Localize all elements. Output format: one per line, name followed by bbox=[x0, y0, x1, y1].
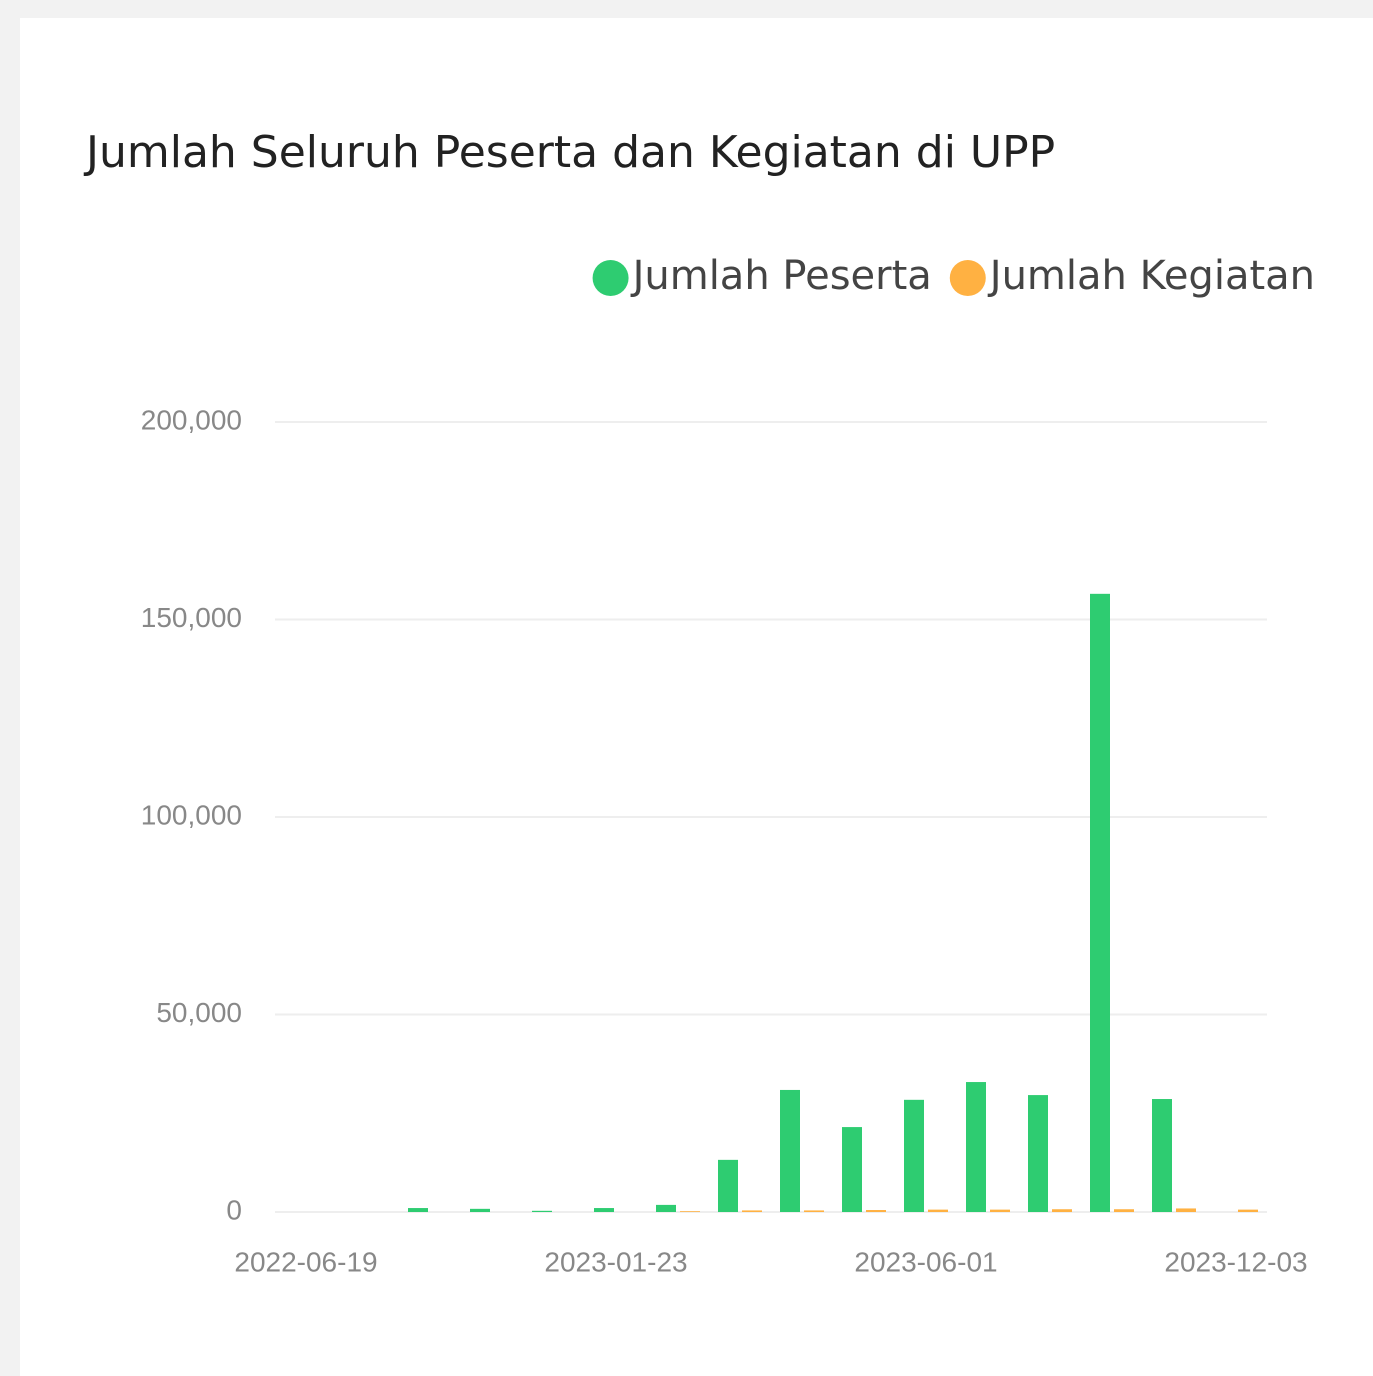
bar bbox=[966, 1082, 986, 1212]
bar bbox=[718, 1159, 738, 1212]
bar bbox=[866, 1210, 886, 1212]
bar bbox=[1176, 1208, 1196, 1212]
bar bbox=[842, 1127, 862, 1212]
bar bbox=[804, 1210, 824, 1212]
x-tick-label: 2023-01-23 bbox=[544, 1246, 687, 1277]
bar bbox=[532, 1210, 552, 1212]
y-tick-label: 100,000 bbox=[141, 799, 242, 830]
bar bbox=[656, 1204, 676, 1212]
y-tick-label: 50,000 bbox=[156, 997, 242, 1028]
y-tick-label: 200,000 bbox=[141, 404, 242, 435]
bar bbox=[1028, 1095, 1048, 1212]
bar bbox=[904, 1099, 924, 1212]
card bbox=[20, 18, 1373, 1376]
x-tick-label: 2023-12-03 bbox=[1164, 1246, 1307, 1277]
bar bbox=[1052, 1209, 1072, 1212]
x-tick-label: 2022-06-19 bbox=[234, 1246, 377, 1277]
bar bbox=[680, 1211, 700, 1212]
legend-marker bbox=[592, 260, 629, 296]
bar bbox=[594, 1208, 614, 1212]
y-tick-label: 0 bbox=[226, 1194, 242, 1225]
bar bbox=[1114, 1209, 1134, 1212]
y-tick-label: 150,000 bbox=[141, 602, 242, 633]
bar bbox=[1090, 593, 1110, 1212]
x-tick-label: 2023-06-01 bbox=[854, 1246, 997, 1277]
legend-label: Jumlah Kegiatan bbox=[987, 253, 1315, 299]
bar bbox=[742, 1210, 762, 1212]
legend-label: Jumlah Peserta bbox=[630, 253, 932, 299]
chart-title: Jumlah Seluruh Peserta dan Kegiatan di U… bbox=[83, 127, 1055, 178]
bar bbox=[1152, 1099, 1172, 1212]
bar bbox=[470, 1208, 490, 1212]
bar bbox=[928, 1209, 948, 1212]
bar bbox=[408, 1208, 428, 1212]
legend-marker bbox=[949, 260, 986, 296]
bar bbox=[990, 1209, 1010, 1212]
bar bbox=[1238, 1209, 1258, 1212]
bar bbox=[780, 1089, 800, 1212]
